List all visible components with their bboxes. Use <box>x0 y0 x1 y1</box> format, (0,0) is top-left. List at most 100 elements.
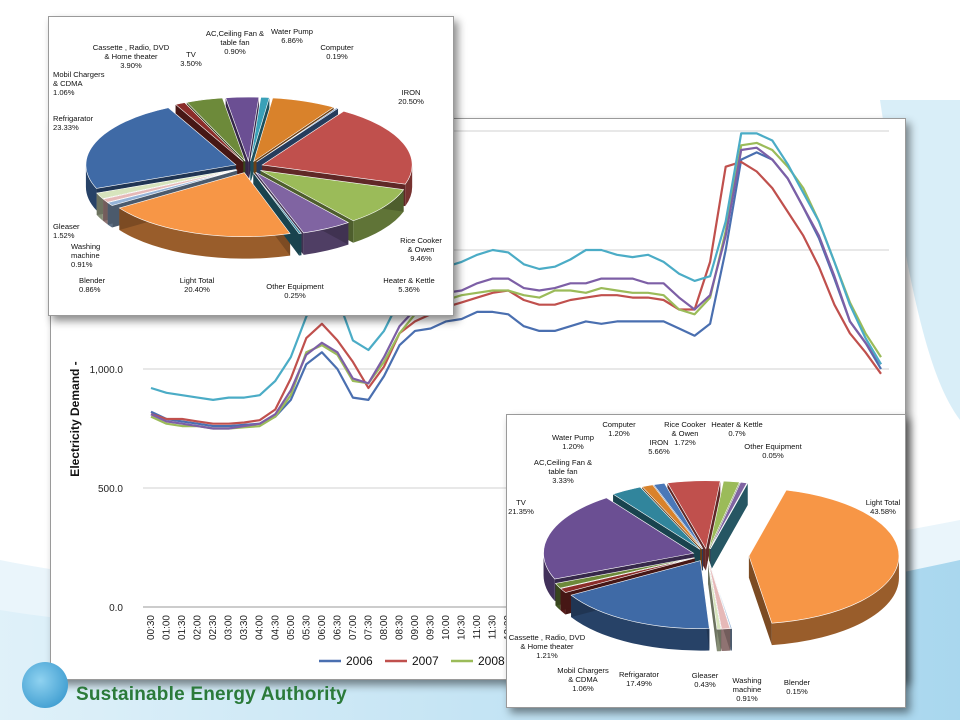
pie-slice-ac-ceiling-fan-table-fan <box>612 486 701 550</box>
svg-text:20.40%: 20.40% <box>184 285 210 294</box>
svg-text:Rice Cooker: Rice Cooker <box>400 236 442 245</box>
svg-text:1.72%: 1.72% <box>674 438 696 447</box>
svg-text:0.91%: 0.91% <box>71 260 93 269</box>
legend-label: 2008 <box>478 654 505 668</box>
x-tick-label: 03:00 <box>224 615 235 640</box>
svg-text:Mobil Chargers: Mobil Chargers <box>557 666 609 675</box>
pie-slice-gleaser <box>96 169 237 199</box>
pie-slice-blender <box>107 169 238 206</box>
x-tick-label: 02:30 <box>208 615 219 640</box>
pie-chart-2006-panel: Refrigarator 23.33% Mobil Chargers & CDMA 1.… <box>48 16 454 316</box>
svg-text:Computer: Computer <box>602 420 636 429</box>
pie-slice-cassette-radio-dvd-home-theater <box>554 557 695 589</box>
svg-text:Heater & Kettle: Heater & Kettle <box>383 276 435 285</box>
x-tick-label: 06:30 <box>332 615 343 640</box>
svg-text:Blender: Blender <box>784 678 811 687</box>
svg-text:& Home theater: & Home theater <box>104 52 158 61</box>
x-tick-label: 00:30 <box>146 615 157 640</box>
y-tick-label: 1,000.0 <box>90 365 124 376</box>
svg-text:Gleaser: Gleaser <box>692 671 719 680</box>
svg-text:3.90%: 3.90% <box>120 61 142 70</box>
svg-text:1.21%: 1.21% <box>536 651 558 660</box>
svg-text:table fan: table fan <box>548 467 577 476</box>
pie-chart-bottom-panel: Light Total 43.58% Blender 0.15% Washing mach… <box>506 414 906 708</box>
svg-text:6.86%: 6.86% <box>281 36 303 45</box>
pie-slice-computer <box>653 482 704 550</box>
pie-slice-other-equipment <box>710 482 749 549</box>
pie-slice-gleaser <box>707 561 722 630</box>
pie-slice-tv <box>543 497 695 580</box>
pie-slice-water-pump <box>641 484 703 550</box>
svg-text:20.50%: 20.50% <box>398 97 424 106</box>
x-tick-label: 11:30 <box>488 615 499 640</box>
svg-text:& Owen: & Owen <box>407 245 434 254</box>
pie-slice-light-total <box>118 172 291 237</box>
y-tick-label: 500.0 <box>98 484 123 495</box>
y-tick-label: 0.0 <box>109 603 123 614</box>
svg-text:& CDMA: & CDMA <box>568 675 598 684</box>
svg-text:TV: TV <box>186 50 197 59</box>
pie-slice-washing-machine <box>102 169 237 203</box>
svg-text:23.33%: 23.33% <box>53 123 79 132</box>
svg-text:17.49%: 17.49% <box>626 679 652 688</box>
svg-text:1.06%: 1.06% <box>53 88 75 97</box>
x-tick-label: 03:30 <box>239 615 250 640</box>
svg-text:AC,Ceiling Fan &: AC,Ceiling Fan & <box>206 29 264 38</box>
pie-slice-side <box>253 172 302 256</box>
pie-slice-blender <box>708 561 733 629</box>
svg-text:3.50%: 3.50% <box>180 59 202 68</box>
svg-text:Rice Cooker: Rice Cooker <box>664 420 706 429</box>
svg-text:Refrigarator: Refrigarator <box>619 670 660 679</box>
pie-slice-computer <box>256 107 339 163</box>
svg-text:1.20%: 1.20% <box>608 429 630 438</box>
svg-text:0.25%: 0.25% <box>284 291 306 300</box>
svg-text:1.20%: 1.20% <box>562 442 584 451</box>
svg-text:Light Total: Light Total <box>180 276 215 285</box>
svg-text:Cassette , Radio, DVD: Cassette , Radio, DVD <box>93 43 170 52</box>
y-axis-label: Electricity Demand - <box>68 361 82 476</box>
pie-slice-cassette-radio-dvd-home-theater <box>186 97 246 162</box>
series-line-series4 <box>150 146 882 430</box>
svg-text:Heater & Kettle: Heater & Kettle <box>711 420 763 429</box>
svg-text:0.15%: 0.15% <box>786 687 808 696</box>
pie-slice-ac-ceiling-fan-table-fan <box>250 96 270 162</box>
pie-slice-water-pump <box>253 97 335 163</box>
authority-logo <box>22 662 68 708</box>
pie-slice-other-equipment <box>253 172 302 234</box>
brand-name: Sustainable Energy Authority <box>76 684 347 705</box>
x-tick-label: 10:00 <box>441 615 452 640</box>
pie-slice-rice-cooker-owen <box>260 170 405 222</box>
svg-text:1.06%: 1.06% <box>572 684 594 693</box>
svg-text:machine: machine <box>733 685 762 694</box>
pie-slice-iron <box>666 480 721 550</box>
svg-text:0.19%: 0.19% <box>326 52 348 61</box>
svg-text:Washing: Washing <box>732 676 761 685</box>
svg-text:Refrigarator: Refrigarator <box>53 114 94 123</box>
svg-text:0.91%: 0.91% <box>736 694 758 703</box>
svg-text:5.66%: 5.66% <box>648 447 670 456</box>
svg-text:Computer: Computer <box>320 43 354 52</box>
x-tick-label: 09:00 <box>410 615 421 640</box>
pie-slice-refrigarator <box>570 560 710 629</box>
pie-slice-tv <box>225 96 260 163</box>
svg-text:Water Pump: Water Pump <box>271 27 313 36</box>
x-tick-label: 04:30 <box>270 615 281 640</box>
svg-text:Gleaser: Gleaser <box>53 222 80 231</box>
